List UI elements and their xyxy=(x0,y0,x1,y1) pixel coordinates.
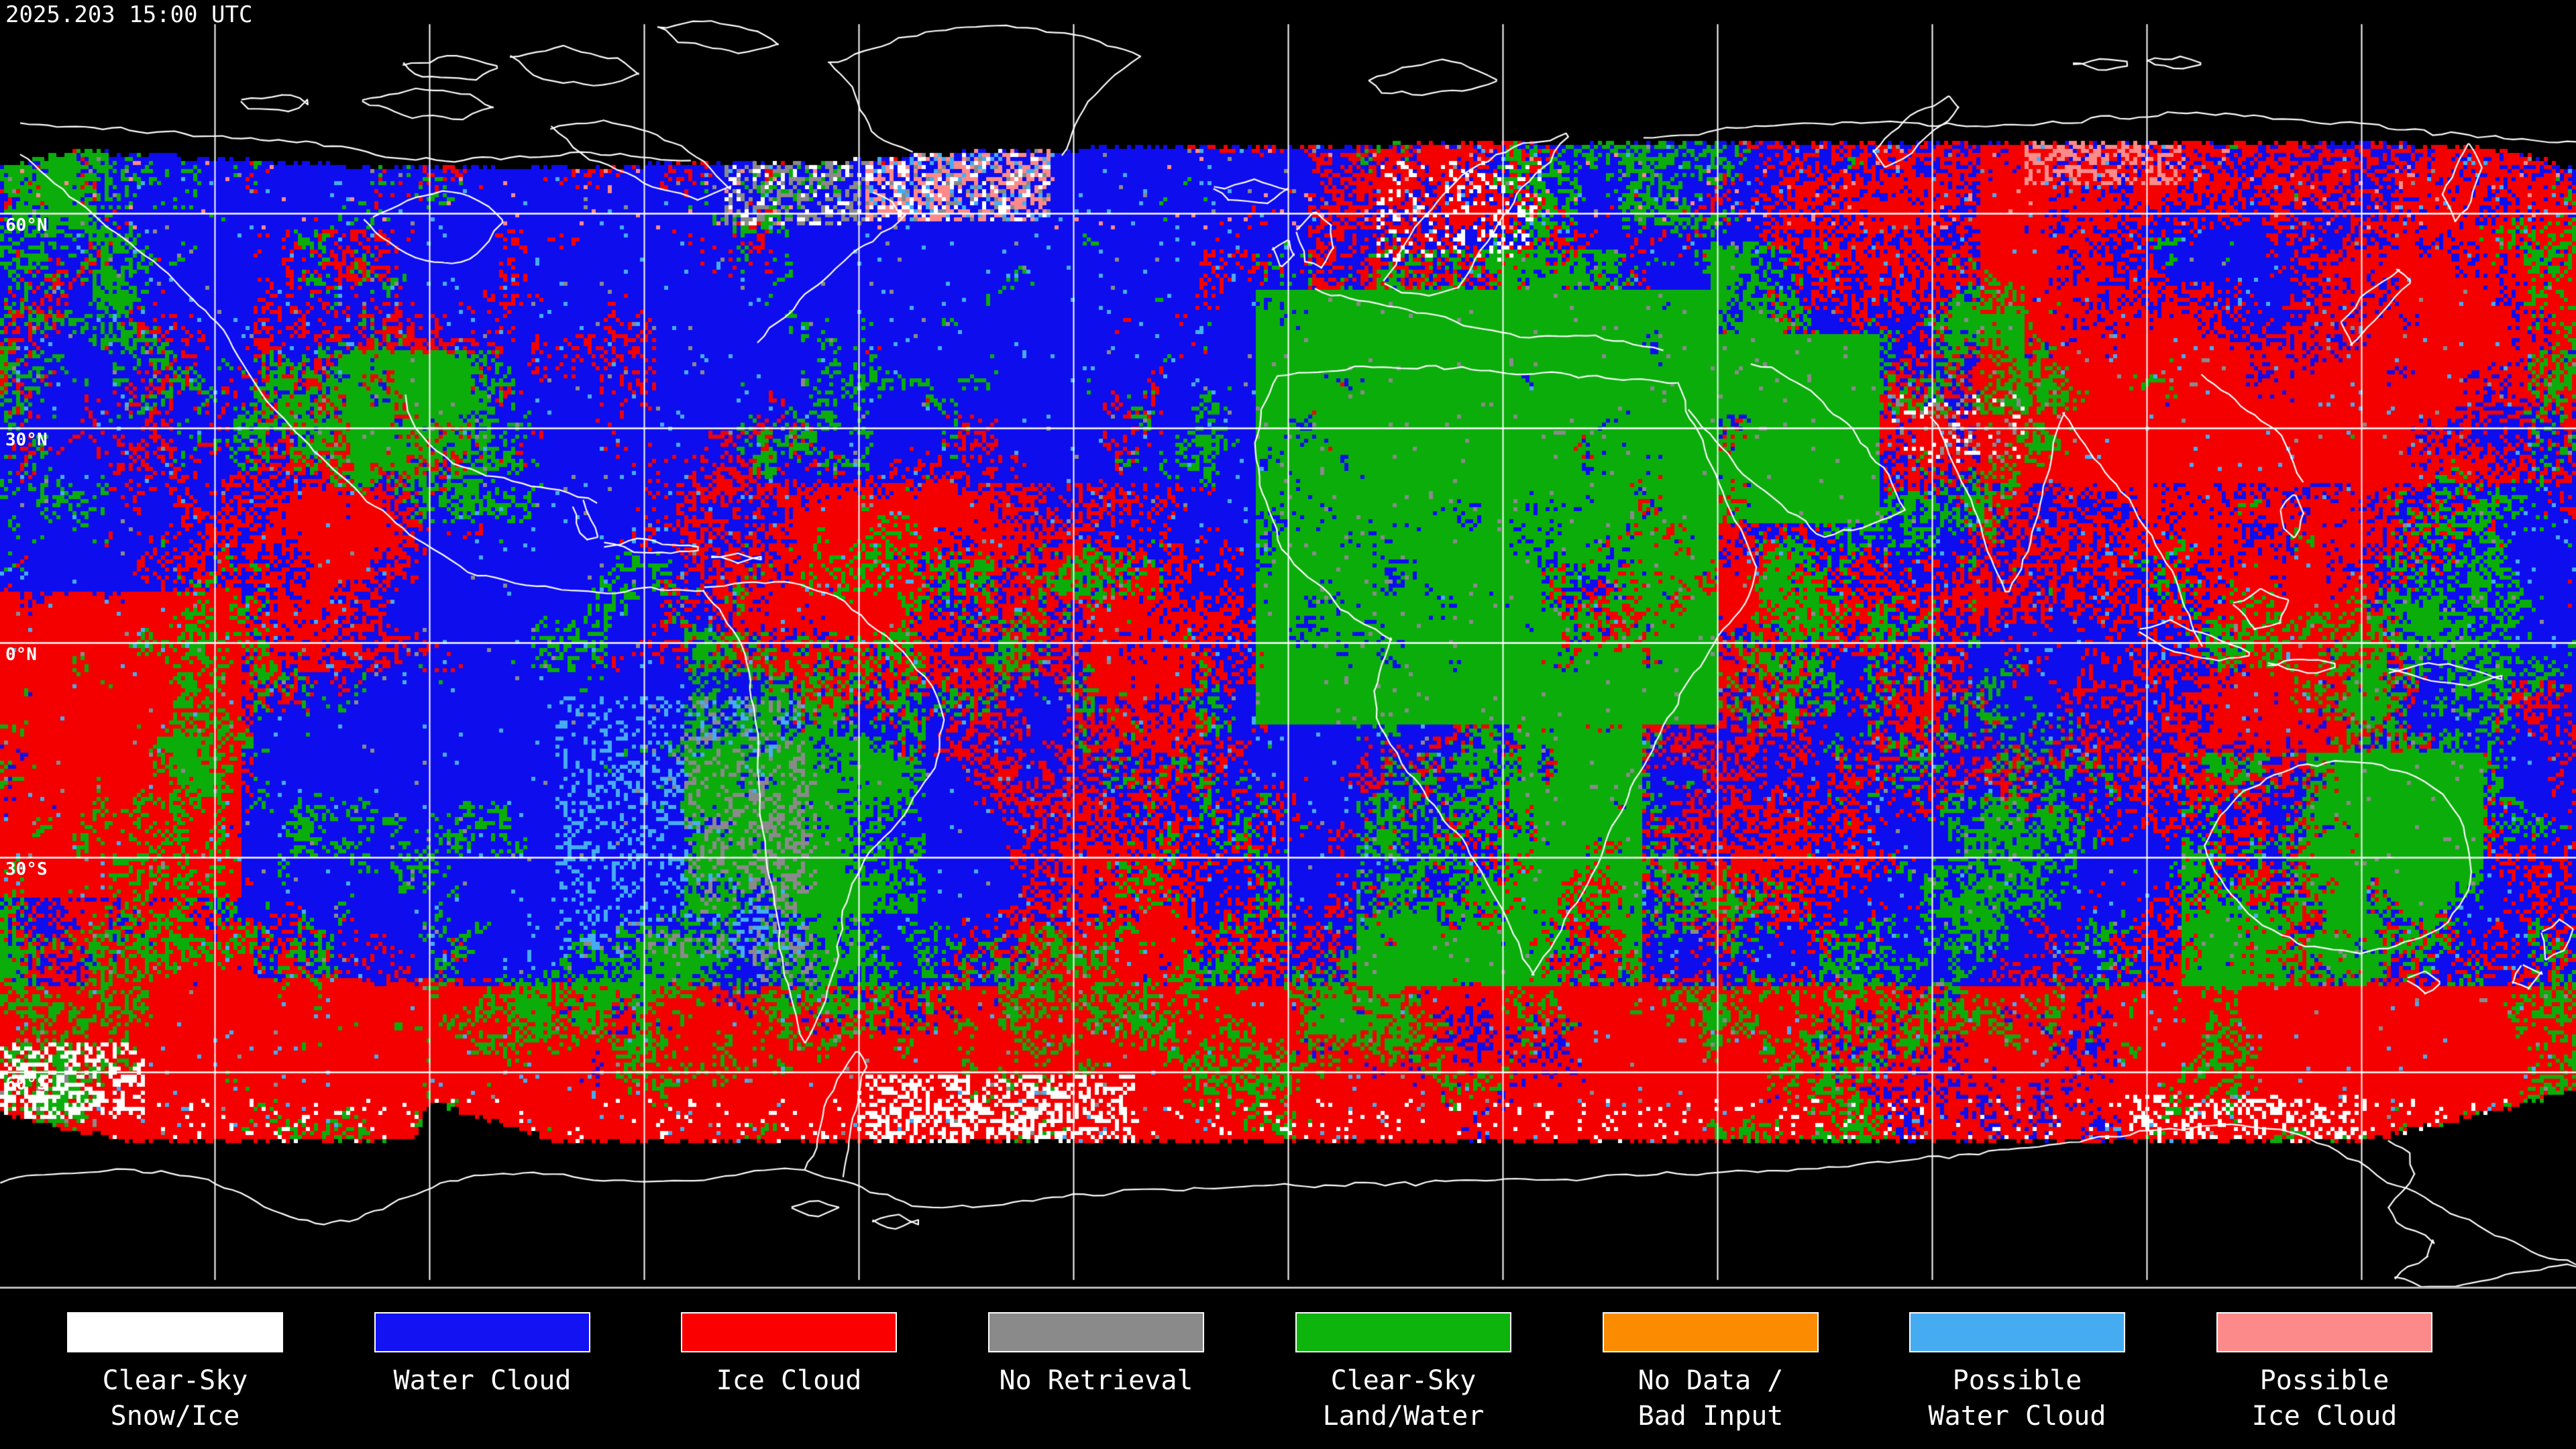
legend-swatch-possible-water-cloud xyxy=(1909,1312,2125,1352)
legend-swatch-no-data-bad-input xyxy=(1603,1312,1819,1352)
legend-label-line: Bad Input xyxy=(1638,1401,1784,1432)
legend-label-line: Snow/Ice xyxy=(110,1401,240,1432)
legend-swatch-clear-sky-land-water xyxy=(1295,1312,1511,1352)
legend-item-possible-ice-cloud: Possible Ice Cloud xyxy=(2216,1312,2432,1434)
legend-item-no-data-bad-input: No Data / Bad Input xyxy=(1603,1312,1819,1434)
legend-item-possible-water-cloud: Possible Water Cloud xyxy=(1909,1312,2125,1434)
legend-label-line: Possible xyxy=(1952,1365,2082,1396)
legend-swatch-no-retrieval xyxy=(988,1312,1204,1352)
legend-label-line: Water Cloud xyxy=(1928,1401,2106,1432)
timestamp-label: 2025.203 15:00 UTC xyxy=(5,1,253,28)
cloud-phase-world-map xyxy=(0,0,2576,1289)
legend-label-line: Land/Water xyxy=(1322,1401,1485,1432)
latitude-label-0n: 0°N xyxy=(5,645,37,665)
legend-item-no-retrieval: No Retrieval xyxy=(988,1312,1204,1434)
legend-swatch-clear-sky-snow-ice xyxy=(67,1312,283,1352)
legend: Clear-Sky Snow/Ice Water Cloud Ice Cloud… xyxy=(0,1312,2576,1449)
legend-label-line xyxy=(681,1399,897,1434)
latitude-label-60n: 60°N xyxy=(5,215,48,235)
legend-item-clear-sky-snow-ice: Clear-Sky Snow/Ice xyxy=(67,1312,283,1434)
legend-label-line: No Retrieval xyxy=(999,1365,1193,1396)
legend-label-line: Ice Cloud xyxy=(2251,1401,2398,1432)
legend-label-line xyxy=(374,1399,590,1434)
legend-item-water-cloud: Water Cloud xyxy=(374,1312,590,1434)
legend-item-ice-cloud: Ice Cloud xyxy=(681,1312,897,1434)
legend-label-line: No Data / xyxy=(1638,1365,1784,1396)
legend-swatch-possible-ice-cloud xyxy=(2216,1312,2432,1352)
map-bottom-border xyxy=(0,1287,2576,1289)
legend-swatch-ice-cloud xyxy=(681,1312,897,1352)
legend-swatch-water-cloud xyxy=(374,1312,590,1352)
legend-label-line: Ice Cloud xyxy=(716,1365,862,1396)
legend-label-line: Clear-Sky xyxy=(1330,1365,1477,1396)
latitude-label-60s: 60°S xyxy=(5,1074,48,1094)
latitude-label-30s: 30°S xyxy=(5,859,48,879)
latitude-label-30n: 30°N xyxy=(5,430,48,450)
legend-item-clear-sky-land-water: Clear-Sky Land/Water xyxy=(1295,1312,1511,1434)
legend-label-line xyxy=(988,1399,1204,1434)
legend-label-line: Water Cloud xyxy=(393,1365,572,1396)
legend-label-line: Possible xyxy=(2259,1365,2390,1396)
legend-label-line: Clear-Sky xyxy=(102,1365,248,1396)
